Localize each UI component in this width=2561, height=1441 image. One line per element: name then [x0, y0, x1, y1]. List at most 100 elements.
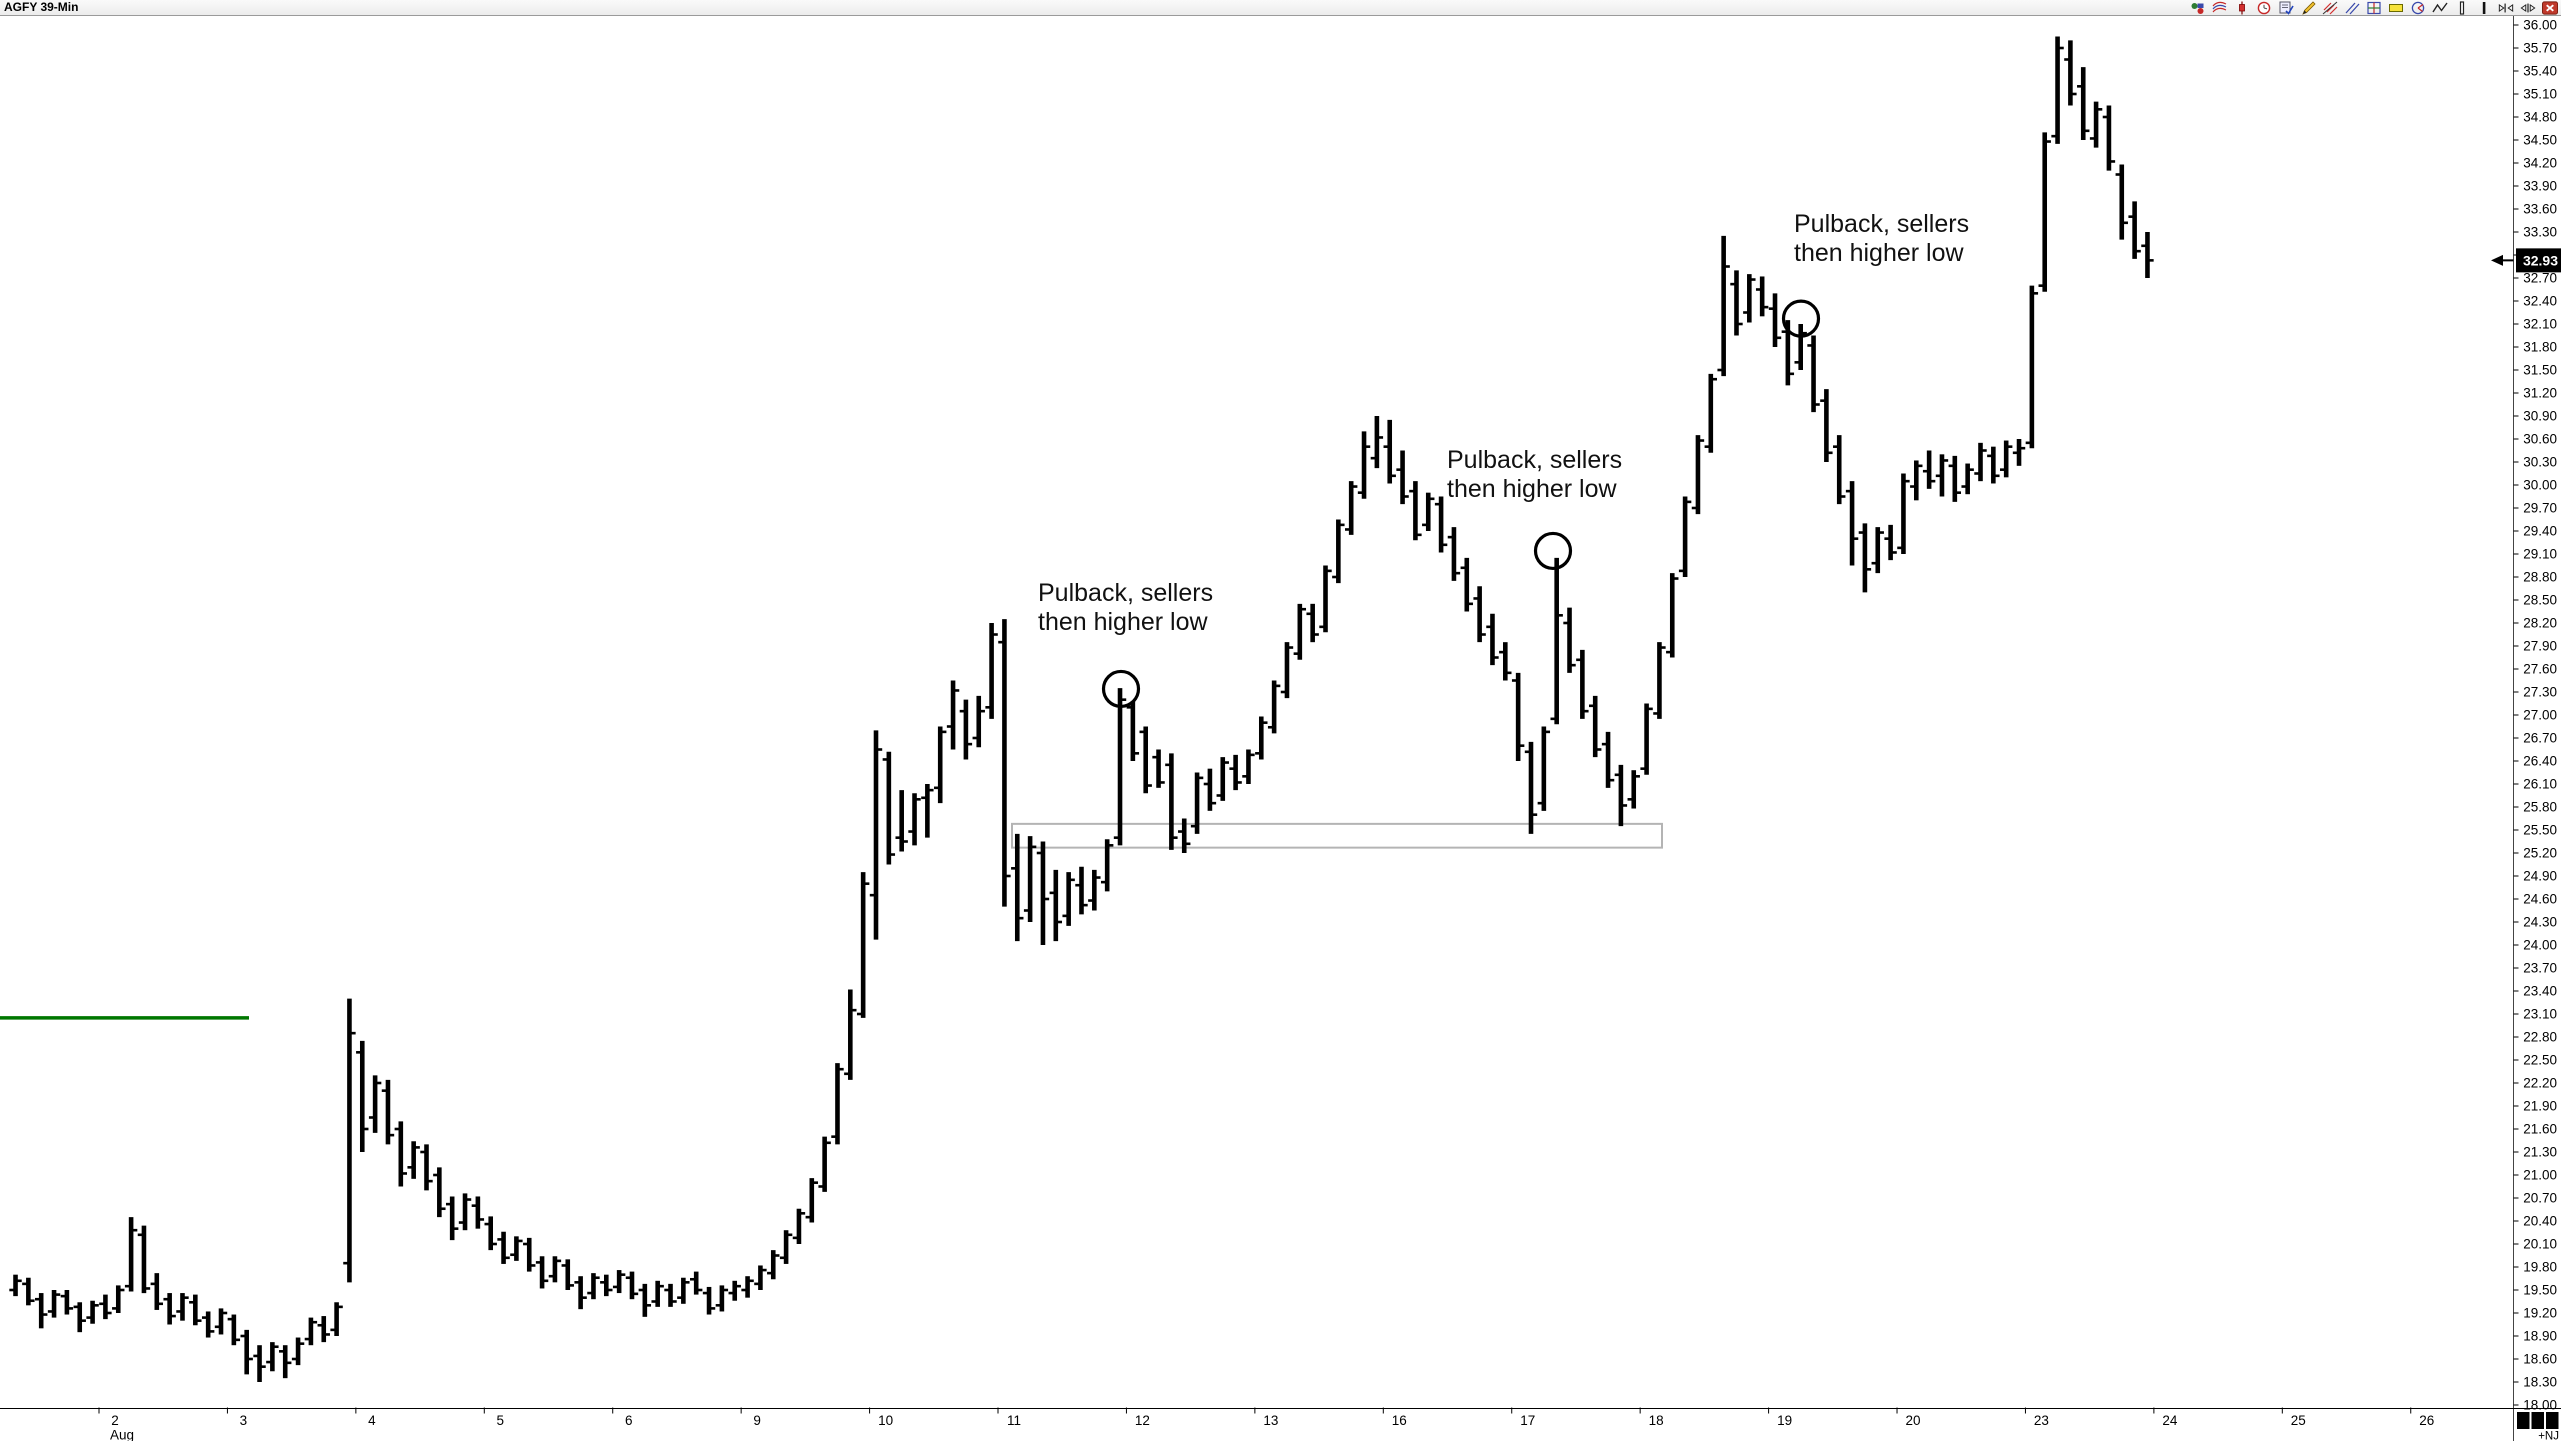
price-tick-label: 30.30 — [2523, 455, 2557, 470]
candlestick-icon[interactable] — [2234, 1, 2250, 15]
red-hatch-icon[interactable] — [2322, 1, 2338, 15]
higher-low-circle — [1533, 531, 1573, 571]
bar-outline-icon[interactable] — [2454, 0, 2470, 15]
zigzag-icon[interactable] — [2432, 1, 2448, 15]
price-tick-label: 31.80 — [2523, 340, 2557, 355]
date-tick-label: 19 — [1777, 1413, 1792, 1428]
expand-icon[interactable] — [2498, 1, 2514, 15]
last-price-label: 32.93 — [2523, 252, 2558, 268]
date-tick-label: 9 — [753, 1413, 761, 1428]
price-tick-label: 18.90 — [2523, 1329, 2557, 1344]
rectangle-icon[interactable] — [2388, 1, 2404, 15]
date-tick-label: 26 — [2419, 1413, 2434, 1428]
price-tick-label: 25.80 — [2523, 800, 2557, 815]
contract-icon[interactable] — [2520, 1, 2536, 15]
parallel-lines-icon[interactable] — [2344, 1, 2360, 15]
price-tick-label: 30.00 — [2523, 478, 2557, 493]
price-tick-label: 27.00 — [2523, 708, 2557, 723]
date-tick-label: 4 — [368, 1413, 376, 1428]
month-label: Aug — [110, 1428, 134, 1441]
price-tick-label: 31.50 — [2523, 363, 2557, 378]
price-tick-label: 25.20 — [2523, 846, 2557, 861]
price-tick-label: 27.90 — [2523, 639, 2557, 654]
date-tick-label: 16 — [1392, 1413, 1407, 1428]
price-tick-label: 35.40 — [2523, 64, 2557, 79]
price-tick-label: 23.40 — [2523, 984, 2557, 999]
price-tick-label: 26.10 — [2523, 777, 2557, 792]
price-tick-label: 33.60 — [2523, 202, 2557, 217]
toolbar — [2190, 0, 2561, 15]
price-tick-label: 19.50 — [2523, 1283, 2557, 1298]
price-tick-label: 29.70 — [2523, 501, 2557, 516]
price-tick-label: 30.90 — [2523, 409, 2557, 424]
price-tick-label: 18.00 — [2523, 1398, 2557, 1413]
date-tick-label: 17 — [1520, 1413, 1535, 1428]
price-tick-label: 36.00 — [2523, 18, 2557, 33]
price-tick-label: 27.30 — [2523, 685, 2557, 700]
price-tick-label: 18.30 — [2523, 1375, 2557, 1390]
window-titlebar[interactable]: AGFY 39-Min — [0, 0, 2561, 16]
status-block — [2531, 1412, 2544, 1429]
grid-icon[interactable] — [2366, 1, 2382, 15]
price-tick-label: 22.50 — [2523, 1053, 2557, 1068]
date-tick-label: 24 — [2162, 1413, 2178, 1428]
status-text: +NJ — [2538, 1431, 2559, 1441]
price-tick-label: 25.50 — [2523, 823, 2557, 838]
price-axis[interactable]: 36.00 35.70 35.40 35.10 34.80 34.50 34.20 33.90… — [2513, 18, 2558, 1413]
date-tick-label: 11 — [1007, 1413, 1021, 1428]
price-tick-label: 20.10 — [2523, 1237, 2557, 1252]
svg-text:Pulback, sellers: Pulback, sellers — [1794, 210, 1969, 238]
clock-icon[interactable] — [2256, 1, 2272, 15]
price-tick-label: 32.70 — [2523, 271, 2557, 286]
pencil-icon[interactable] — [2300, 0, 2316, 15]
price-tick-label: 23.70 — [2523, 961, 2557, 976]
status-block — [2546, 1412, 2559, 1429]
price-tick-label: 26.70 — [2523, 731, 2557, 746]
price-tick-label: 21.30 — [2523, 1145, 2557, 1160]
price-tick-label: 28.50 — [2523, 593, 2557, 608]
date-tick-label: 23 — [2034, 1413, 2049, 1428]
date-tick-label: 10 — [878, 1413, 893, 1428]
notes-icon[interactable] — [2278, 1, 2294, 15]
support-zone-rectangle[interactable] — [1011, 822, 1663, 849]
close-icon[interactable] — [2542, 0, 2558, 15]
price-tick-label: 32.40 — [2523, 294, 2557, 309]
price-tick-label: 23.10 — [2523, 1007, 2557, 1022]
price-tick-label: 21.90 — [2523, 1099, 2557, 1114]
svg-text:then higher low: then higher low — [1447, 475, 1618, 503]
price-tick-label: 21.00 — [2523, 1168, 2557, 1183]
price-tick-label: 24.60 — [2523, 892, 2557, 907]
price-tick-label: 34.80 — [2523, 110, 2557, 125]
date-tick-label: 25 — [2291, 1413, 2306, 1428]
price-tick-label: 20.40 — [2523, 1214, 2557, 1229]
date-tick-label: 3 — [240, 1413, 248, 1428]
svg-text:Pulback, sellers: Pulback, sellers — [1447, 446, 1622, 474]
price-tick-label: 19.80 — [2523, 1260, 2557, 1275]
date-tick-label: 20 — [1906, 1413, 1921, 1428]
price-tick-label: 19.20 — [2523, 1306, 2557, 1321]
price-tick-label: 22.80 — [2523, 1030, 2557, 1045]
waves-icon[interactable] — [2212, 1, 2228, 15]
price-tick-label: 29.10 — [2523, 547, 2557, 562]
price-tick-label: 28.80 — [2523, 570, 2557, 585]
date-tick-label: 13 — [1263, 1413, 1278, 1428]
price-tick-label: 18.60 — [2523, 1352, 2557, 1367]
bar-filled-icon[interactable] — [2476, 1, 2492, 15]
price-tick-label: 29.40 — [2523, 524, 2557, 539]
price-tick-label: 21.60 — [2523, 1122, 2557, 1137]
price-tick-label: 22.20 — [2523, 1076, 2557, 1091]
status-corner: +NJ — [2517, 1412, 2559, 1441]
shapes-icon[interactable] — [2190, 1, 2206, 15]
price-tick-label: 24.90 — [2523, 869, 2557, 884]
price-tick-label: 35.10 — [2523, 87, 2557, 102]
status-block — [2517, 1412, 2530, 1429]
date-tick-label: 18 — [1649, 1413, 1664, 1428]
svg-text:then higher low: then higher low — [1038, 608, 1209, 636]
circle-tool-icon[interactable] — [2410, 1, 2426, 15]
